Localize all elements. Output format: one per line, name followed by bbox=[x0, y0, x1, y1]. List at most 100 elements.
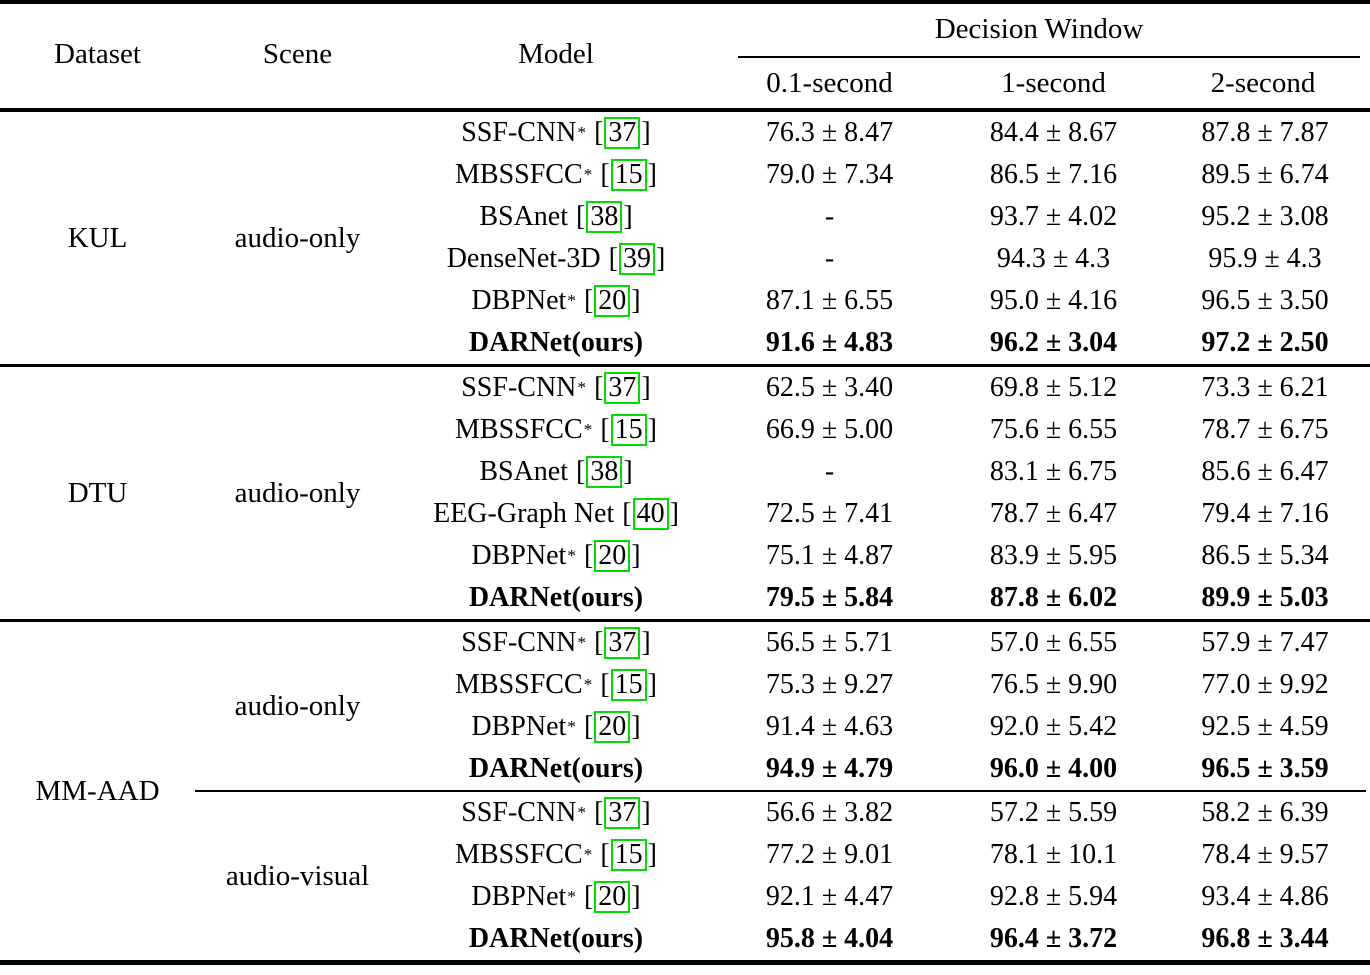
bracket-open: [ bbox=[608, 242, 618, 274]
value-2s: 73.3 ± 6.21 bbox=[1201, 372, 1329, 403]
model-cell: SSF-CNN *[37] bbox=[461, 116, 651, 150]
bracket-open: [ bbox=[594, 116, 604, 148]
model-cell: SSF-CNN *[37] bbox=[461, 796, 651, 830]
table-row: SSF-CNN *[37] 62.5 ± 3.40 69.8 ± 5.12 73.… bbox=[400, 367, 1370, 409]
dataset-label: KUL bbox=[67, 221, 128, 254]
citation[interactable]: [15] bbox=[600, 838, 657, 872]
citation[interactable]: [15] bbox=[600, 413, 657, 447]
model-name: EEG-Graph Net bbox=[433, 498, 615, 529]
bracket-close: ] bbox=[669, 497, 679, 529]
citation-box: 20 bbox=[594, 710, 631, 744]
citation[interactable]: [37] bbox=[594, 116, 651, 150]
bracket-open: [ bbox=[622, 497, 632, 529]
value-2s: 89.5 ± 6.74 bbox=[1201, 159, 1329, 190]
bracket-close: ] bbox=[631, 539, 641, 571]
model-name: DARNet(ours) bbox=[468, 753, 644, 784]
citation[interactable]: [40] bbox=[622, 497, 679, 531]
scene-label: audio-visual bbox=[225, 859, 370, 892]
bottom-rule bbox=[0, 960, 1370, 965]
citation[interactable]: [20] bbox=[583, 284, 641, 318]
bracket-open: [ bbox=[583, 284, 594, 316]
table-row: MBSSFCC *[15] 77.2 ± 9.01 78.1 ± 10.1 78.… bbox=[400, 834, 1370, 876]
header-model: Model bbox=[518, 37, 594, 70]
table-row-ours: DARNet(ours) 95.8 ± 4.04 96.4 ± 3.72 96.… bbox=[400, 918, 1370, 960]
header-scene: Scene bbox=[262, 37, 333, 70]
model-name: DARNet(ours) bbox=[468, 327, 644, 358]
top-rule bbox=[0, 0, 1370, 4]
subblock-audio-only: audio-only SSF-CNN *[37] 56.5 ± 5.71 57.0… bbox=[195, 622, 1370, 790]
model-cell: EEG-Graph Net[40] bbox=[400, 493, 712, 535]
table-header: Dataset Scene Model Decision Window 0.1-… bbox=[0, 0, 1370, 108]
model-cell: DBPNet *[20] bbox=[471, 880, 641, 914]
citation[interactable]: [20] bbox=[584, 880, 641, 914]
citation-box: 37 bbox=[604, 796, 641, 830]
model-cell: MBSSFCC *[15] bbox=[455, 413, 657, 447]
bracket-open: [ bbox=[594, 371, 604, 403]
value-0.1s: 56.5 ± 5.71 bbox=[765, 627, 894, 658]
value-2s: 97.2 ± 2.50 bbox=[1201, 327, 1329, 358]
value-0.1s: 79.5 ± 5.84 bbox=[765, 582, 894, 613]
model-name: DBPNet bbox=[471, 711, 567, 742]
citation[interactable]: [38] bbox=[576, 455, 633, 489]
citation[interactable]: [15] bbox=[600, 158, 657, 192]
bracket-close: ] bbox=[641, 116, 651, 148]
model-cell: BSAnet[38] bbox=[400, 451, 712, 493]
value-0.1s: 72.5 ± 7.41 bbox=[765, 498, 894, 529]
model-name: DBPNet bbox=[471, 285, 567, 316]
bracket-close: ] bbox=[647, 158, 657, 190]
table-row: DBPNet *[20] 92.1 ± 4.47 92.8 ± 5.94 93.4… bbox=[400, 876, 1370, 918]
value-2s: 96.5 ± 3.59 bbox=[1201, 753, 1329, 784]
citation-box: 37 bbox=[604, 626, 641, 660]
bracket-close: ] bbox=[647, 413, 657, 445]
table-row: BSAnet[38] - 83.1 ± 6.75 85.6 ± 6.47 bbox=[400, 451, 1370, 493]
table-row-ours: DARNet(ours) 91.6 ± 4.83 96.2 ± 3.04 97.… bbox=[400, 322, 1370, 364]
model-name: MBSSFCC bbox=[455, 839, 583, 870]
header-window-0.1s: 0.1-second bbox=[766, 66, 893, 99]
model-name: MBSSFCC bbox=[455, 669, 583, 700]
bracket-open: [ bbox=[600, 838, 610, 870]
subblock-audio-visual: audio-visual SSF-CNN *[37] 56.6 ± 3.82 57… bbox=[195, 792, 1370, 960]
table-row: SSF-CNN *[37] 56.6 ± 3.82 57.2 ± 5.59 58.… bbox=[400, 792, 1370, 834]
table-row: DBPNet *[20] 87.1 ± 6.55 95.0 ± 4.16 96.5… bbox=[400, 280, 1370, 322]
citation[interactable]: [20] bbox=[584, 539, 641, 573]
citation[interactable]: [20] bbox=[583, 710, 641, 744]
table-row: MBSSFCC *[15] 66.9 ± 5.00 75.6 ± 6.55 78.… bbox=[400, 409, 1370, 451]
value-2s: 78.4 ± 9.57 bbox=[1201, 839, 1329, 870]
value-0.1s: - bbox=[824, 201, 835, 232]
scene-label: audio-only bbox=[234, 221, 361, 254]
citation-box: 37 bbox=[604, 371, 641, 405]
value-1s: 69.8 ± 5.12 bbox=[989, 372, 1118, 403]
model-cell: DenseNet-3D[39] bbox=[400, 238, 712, 280]
bracket-close: ] bbox=[631, 284, 641, 316]
header-dataset: Dataset bbox=[54, 37, 141, 70]
citation[interactable]: [37] bbox=[594, 626, 651, 660]
block-kul: KUL audio-only SSF-CNN *[37] 76.3 ± 8.47 … bbox=[0, 112, 1370, 364]
citation[interactable]: [15] bbox=[600, 668, 657, 702]
table-row: SSF-CNN *[37] 56.5 ± 5.71 57.0 ± 6.55 57.… bbox=[400, 622, 1370, 664]
citation-box: 15 bbox=[610, 668, 647, 702]
citation-box: 40 bbox=[632, 497, 669, 531]
citation[interactable]: [38] bbox=[576, 200, 633, 234]
value-2s: 96.5 ± 3.50 bbox=[1201, 285, 1329, 316]
citation[interactable]: [39] bbox=[608, 242, 665, 276]
model-cell: DARNet(ours) bbox=[400, 577, 712, 619]
bracket-close: ] bbox=[623, 200, 633, 232]
citation[interactable]: [37] bbox=[594, 371, 651, 405]
dataset-label: MM-AAD bbox=[35, 774, 160, 807]
value-2s: 87.8 ± 7.87 bbox=[1201, 117, 1329, 148]
value-0.1s: 95.8 ± 4.04 bbox=[765, 923, 894, 954]
table-row-ours: DARNet(ours) 79.5 ± 5.84 87.8 ± 6.02 89.… bbox=[400, 577, 1370, 619]
bracket-close: ] bbox=[641, 626, 651, 658]
citation-box: 38 bbox=[586, 455, 623, 489]
value-0.1s: 75.1 ± 4.87 bbox=[765, 540, 894, 571]
bracket-open: [ bbox=[583, 710, 594, 742]
model-cell: DBPNet *[20] bbox=[471, 284, 641, 318]
bracket-open: [ bbox=[594, 626, 604, 658]
scene-label: audio-only bbox=[234, 476, 361, 509]
citation[interactable]: [37] bbox=[594, 796, 651, 830]
value-1s: 96.2 ± 3.04 bbox=[989, 327, 1118, 358]
model-name: SSF-CNN bbox=[461, 117, 577, 148]
citation-box: 20 bbox=[594, 284, 631, 318]
value-1s: 75.6 ± 6.55 bbox=[989, 414, 1118, 445]
